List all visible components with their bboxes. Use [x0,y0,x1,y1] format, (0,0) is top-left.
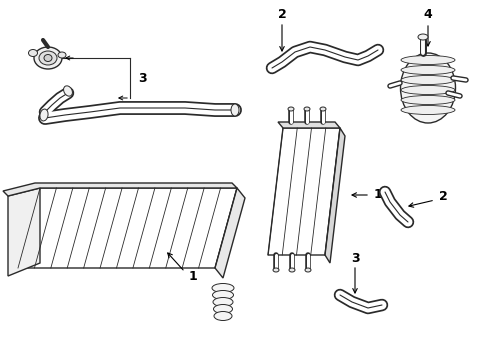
Ellipse shape [401,76,455,85]
Ellipse shape [304,107,310,111]
Ellipse shape [64,86,73,96]
Ellipse shape [213,297,233,306]
Ellipse shape [273,268,279,272]
Ellipse shape [401,105,455,114]
Ellipse shape [289,268,295,272]
Ellipse shape [34,47,62,69]
Polygon shape [8,188,40,276]
Ellipse shape [401,95,455,104]
Ellipse shape [213,291,234,300]
Text: 2: 2 [278,9,286,22]
Text: 3: 3 [351,252,359,265]
Polygon shape [278,122,340,128]
Ellipse shape [401,55,455,64]
Ellipse shape [40,109,48,121]
Ellipse shape [231,104,239,116]
Ellipse shape [214,311,232,320]
Ellipse shape [320,107,326,111]
Text: 4: 4 [424,9,432,22]
Polygon shape [268,128,340,255]
Ellipse shape [305,268,311,272]
Ellipse shape [39,51,57,65]
Polygon shape [3,183,237,196]
Ellipse shape [418,34,428,40]
Polygon shape [215,188,245,278]
Ellipse shape [288,107,294,111]
Ellipse shape [28,49,38,57]
Ellipse shape [401,66,455,75]
Ellipse shape [401,85,455,94]
Ellipse shape [58,52,66,58]
Polygon shape [325,128,345,263]
Text: 1: 1 [189,270,197,283]
Ellipse shape [212,284,234,292]
Text: 1: 1 [374,189,382,202]
Polygon shape [18,188,237,268]
Ellipse shape [214,305,232,314]
Text: 2: 2 [439,190,447,203]
Ellipse shape [400,53,456,123]
Text: 3: 3 [138,72,147,85]
Ellipse shape [44,54,52,62]
